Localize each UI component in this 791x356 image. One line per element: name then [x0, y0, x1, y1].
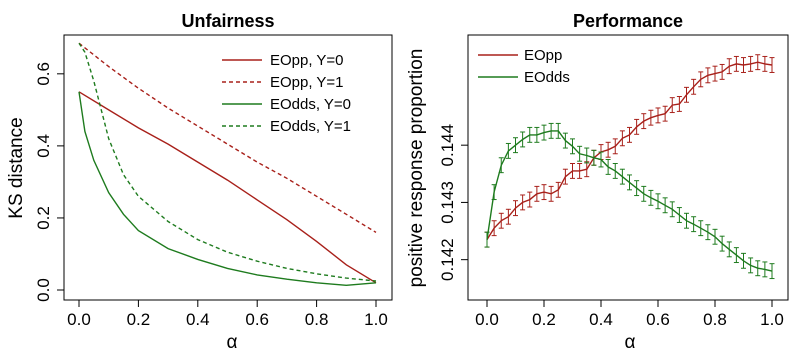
- unfairness-series-eopp-y-1-line: [78, 42, 377, 233]
- unfairness-legend: EOpp, Y=0 EOpp, Y=1 EOdds, Y=0 EOdds, Y=1: [222, 52, 351, 135]
- performance-y-tick-label: 0.144: [438, 124, 457, 167]
- performance-x-ticks: 0.0 0.2 0.4 0.6 0.8 1.0: [475, 300, 784, 329]
- unfairness-series: [78, 42, 377, 287]
- performance-x-tick-label: 0.0: [475, 310, 499, 329]
- unfairness-y-tick-label: 0.2: [34, 206, 53, 230]
- unfairness-x-tick-label: 0.0: [67, 310, 91, 329]
- performance-x-tick-label: 0.6: [646, 310, 670, 329]
- unfairness-x-tick-label: 0.4: [186, 310, 210, 329]
- performance-series-eodds-line: [486, 130, 773, 272]
- performance-x-tick-label: 0.2: [532, 310, 556, 329]
- unfairness-x-axis-label: α: [227, 332, 238, 353]
- unfairness-title: Unfairness: [181, 11, 274, 31]
- performance-legend-label: EOpp: [524, 47, 562, 64]
- performance-title: Performance: [573, 11, 683, 31]
- unfairness-y-tick-label: 0.4: [34, 134, 53, 158]
- unfairness-y-axis-label: KS distance: [6, 117, 27, 218]
- unfairness-series-eodds-y-1-line: [78, 42, 377, 282]
- performance-x-axis-label: α: [625, 332, 636, 353]
- performance-series-eopp-line: [486, 61, 773, 240]
- unfairness-y-tick-label: 0.0: [34, 278, 53, 302]
- unfairness-x-tick-label: 0.6: [245, 310, 269, 329]
- unfairness-legend-label: EOdds, Y=1: [270, 118, 351, 135]
- unfairness-series-eodds-y-0-line: [78, 91, 377, 287]
- unfairness-series-eopp-y-0-line: [78, 91, 377, 284]
- unfairness-x-ticks: 0.0 0.2 0.4 0.6 0.8 1.0: [67, 300, 388, 329]
- performance-panel: Performance α positive response proporti…: [406, 11, 789, 353]
- performance-legend-label: EOdds: [524, 69, 570, 86]
- unfairness-x-tick-label: 0.8: [305, 310, 329, 329]
- unfairness-y-ticks: 0.0 0.2 0.4 0.6: [34, 62, 64, 302]
- performance-legend: EOpp EOdds: [478, 47, 570, 86]
- unfairness-x-tick-label: 0.2: [127, 310, 151, 329]
- unfairness-legend-label: EOdds, Y=0: [270, 96, 351, 113]
- unfairness-panel: Unfairness α KS distance 0.0 0.2 0.4 0.6 0.8…: [6, 11, 393, 353]
- unfairness-legend-label: EOpp, Y=0: [270, 52, 344, 69]
- performance-y-ticks: 0.142 0.143 0.144: [438, 124, 468, 281]
- unfairness-x-tick-label: 1.0: [364, 310, 388, 329]
- performance-series: [484, 54, 775, 280]
- performance-y-tick-label: 0.143: [438, 181, 457, 224]
- performance-y-tick-label: 0.142: [438, 238, 457, 281]
- unfairness-plot-frame: [63, 34, 393, 301]
- unfairness-y-tick-label: 0.6: [34, 62, 53, 86]
- performance-plot-frame: [467, 34, 789, 301]
- performance-x-tick-label: 0.8: [703, 310, 727, 329]
- performance-y-axis-label: positive response proportion: [406, 49, 427, 288]
- performance-x-tick-label: 1.0: [760, 310, 784, 329]
- unfairness-legend-label: EOpp, Y=1: [270, 74, 344, 91]
- performance-x-tick-label: 0.4: [589, 310, 613, 329]
